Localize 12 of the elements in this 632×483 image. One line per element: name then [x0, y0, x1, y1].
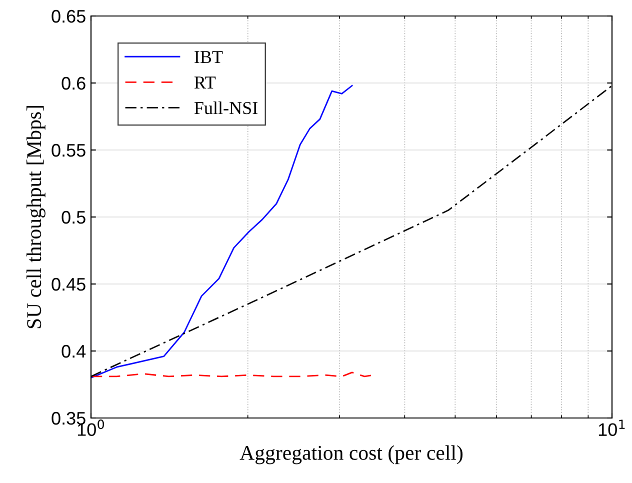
y-tick-label: 0.5 [62, 210, 86, 224]
x-axis-title: Aggregation cost (per cell) [240, 445, 463, 464]
y-tick-label: 0.4 [62, 344, 86, 358]
y-tick-label: 0.55 [52, 144, 86, 157]
y-tick-label: 0.45 [52, 278, 86, 291]
x-tick-label: 10$^{1}$ [598, 420, 625, 436]
y-axis-title: SU cell throughput [Mbps] [26, 106, 46, 328]
y-tick-label: 0.65 [52, 10, 86, 23]
legend-label: Full-NSI [194, 101, 258, 114]
y-tick-label: 0.6 [62, 76, 86, 90]
legend-label: IBT [194, 51, 223, 63]
legend-label: RT [194, 76, 216, 88]
